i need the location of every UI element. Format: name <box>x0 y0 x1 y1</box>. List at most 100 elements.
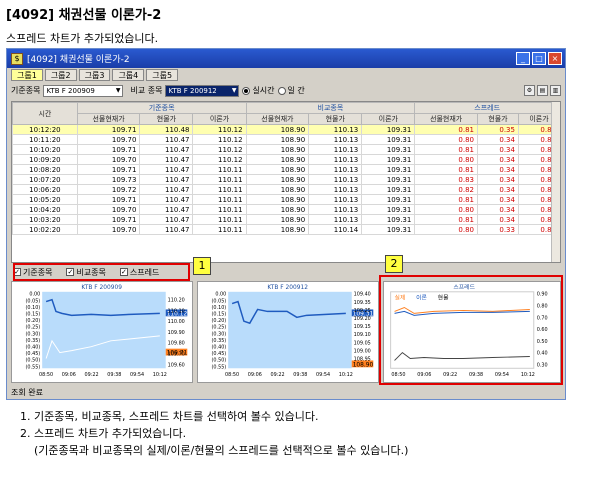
table-cell: 109.70 <box>76 204 141 215</box>
table-cell: 109.31 <box>361 144 416 155</box>
radio-daily-label: 일 간 <box>287 86 305 95</box>
table-cell: 110.12 <box>192 124 247 135</box>
tab-group3[interactable]: 그룹3 <box>78 69 111 81</box>
legend-theory[interactable]: 이론 <box>416 294 427 302</box>
table-row[interactable]: 10:03:20 109.71 110.47 110.11 108.90 110.13 10… <box>12 214 560 225</box>
maximize-icon[interactable]: □ <box>532 52 546 65</box>
table-cell: 108.90 <box>245 154 310 165</box>
table-cell: 110.47 <box>139 224 194 235</box>
table-cell: 0.34 <box>476 194 519 205</box>
table-scrollbar[interactable] <box>551 102 560 262</box>
radio-realtime-label: 실시간 <box>252 86 275 95</box>
table-cell: 110.47 <box>139 184 194 195</box>
table-cell: 0.82 <box>414 184 478 195</box>
tab-group4[interactable]: 그룹4 <box>112 69 145 81</box>
radio-realtime[interactable]: 실시간 <box>242 85 275 96</box>
highlight-box-2 <box>379 275 563 385</box>
table-cell: 110.47 <box>139 214 194 225</box>
base-select[interactable]: KTB F 200909 ▼ <box>43 84 124 97</box>
chart-compare-last-bottom: 108.90 <box>353 362 374 368</box>
legend-actual[interactable]: 실제 <box>395 294 406 302</box>
table-cell: 110.13 <box>308 194 363 205</box>
axis-tick-label: (0.45) <box>212 351 227 357</box>
table-cell: 0.34 <box>476 164 519 175</box>
checkbox-compare[interactable]: ✓ 비교종목 <box>66 267 106 278</box>
table-cell: 10:04:20 <box>12 204 78 215</box>
table-cell: 110.11 <box>192 224 247 235</box>
axis-tick-label: 109.35 <box>354 300 371 306</box>
table-cell: 109.71 <box>76 194 141 205</box>
settings-icon[interactable]: ⚙ <box>524 85 535 96</box>
table-row[interactable]: 10:10:20 109.71 110.47 110.12 108.90 110.13 10… <box>12 144 560 155</box>
table-cell: 10:02:20 <box>12 224 78 235</box>
table-row[interactable]: 10:02:20 109.70 110.47 110.11 108.90 110.14 10… <box>12 224 560 235</box>
table-cell: 110.11 <box>192 184 247 195</box>
table-cell: 108.90 <box>245 174 310 185</box>
axis-tick-label: 109.60 <box>168 362 185 368</box>
axis-tick-label: (0.20) <box>26 318 41 324</box>
table-cell: 110.13 <box>308 124 363 135</box>
table-cell: 110.12 <box>192 154 247 165</box>
table-cell: 109.31 <box>361 184 416 195</box>
subheader: 선물현재가 <box>76 113 141 125</box>
axis-tick-label: 0.70 <box>537 315 548 321</box>
axis-tick-label: 09:54 <box>130 372 144 378</box>
axis-tick-label: (0.10) <box>26 305 41 311</box>
compare-select[interactable]: KTB F 200912 ▼ <box>165 84 240 97</box>
table-cell: 110.47 <box>139 164 194 175</box>
axis-tick-label: 0.80 <box>537 303 548 309</box>
table-cell: 0.80 <box>414 154 478 165</box>
axis-tick-label: (0.50) <box>26 358 41 364</box>
checkbox-spread[interactable]: ✓ 스프레드 <box>119 267 159 278</box>
chart-base-last-top: 110.12 <box>167 311 188 317</box>
tab-group5[interactable]: 그룹5 <box>146 69 179 81</box>
axis-tick-label: 109.20 <box>354 316 371 322</box>
table-cell: 0.83 <box>414 174 478 185</box>
table-cell: 110.14 <box>308 224 363 235</box>
table-row[interactable]: 10:08:20 109.71 110.47 110.11 108.90 110.13 10… <box>12 164 560 175</box>
radio-daily[interactable]: 일 간 <box>277 85 305 96</box>
table-cell: 109.31 <box>361 154 416 165</box>
table-cell: 0.80 <box>414 204 478 215</box>
axis-tick-label: 10:12 <box>521 372 535 378</box>
status-text: 조회 완료 <box>11 388 43 397</box>
axis-tick-label: 09:38 <box>293 372 307 378</box>
table-row[interactable]: 10:07:20 109.73 110.47 110.11 108.90 110.13 10… <box>12 174 560 185</box>
axis-tick-label: 09:22 <box>443 372 457 378</box>
table-cell: 0.81 <box>414 124 478 135</box>
radio-dot <box>277 86 286 95</box>
axis-tick-label: 10:12 <box>339 372 353 378</box>
axis-tick-label: (0.55) <box>26 364 41 370</box>
axis-tick-label: 110.00 <box>168 319 185 325</box>
table-cell: 110.13 <box>308 214 363 225</box>
table-row[interactable]: 10:06:20 109.72 110.47 110.11 108.90 110.13 10… <box>12 184 560 195</box>
chart-icon[interactable]: ▥ <box>550 85 561 96</box>
toolbar: 기준종목 KTB F 200909 ▼ 비교 종목 KTB F 200912 ▼ 실… <box>7 82 565 99</box>
table-row[interactable]: 10:12:20 109.71 110.48 110.12 108.90 110.13 10… <box>12 124 560 135</box>
check-icon: ✓ <box>119 268 128 276</box>
table-row[interactable]: 10:04:20 109.70 110.47 110.11 108.90 110.13 10… <box>12 204 560 215</box>
table-cell: 109.71 <box>76 144 141 155</box>
table-cell: 108.90 <box>245 144 310 155</box>
subheader: 현물가 <box>476 113 519 125</box>
axis-tick-label: 0.30 <box>537 362 548 368</box>
table-cell: 109.31 <box>361 164 416 175</box>
axis-tick-label: 09:06 <box>248 372 262 378</box>
table-row[interactable]: 10:05:20 109.71 110.47 110.11 108.90 110.13 10… <box>12 194 560 205</box>
axis-tick-label: 109.05 <box>354 340 371 346</box>
close-icon[interactable]: × <box>548 52 562 65</box>
tab-group2[interactable]: 그룹2 <box>44 69 77 81</box>
table-cell: 109.73 <box>76 174 141 185</box>
table-row[interactable]: 10:09:20 109.70 110.47 110.12 108.90 110.13 10… <box>12 154 560 165</box>
axis-tick-label: (0.55) <box>212 364 227 370</box>
chart-spread-title: 스프레드 <box>453 283 475 291</box>
subheader: 이론가 <box>192 113 247 125</box>
print-icon[interactable]: ▤ <box>537 85 548 96</box>
legend-spot[interactable]: 현물 <box>438 294 449 302</box>
base-label: 기준종목 <box>11 86 41 95</box>
minimize-icon[interactable]: _ <box>516 52 530 65</box>
table-cell: 110.13 <box>308 154 363 165</box>
table-cell: 10:06:20 <box>12 184 78 195</box>
table-row[interactable]: 10:11:20 109.70 110.47 110.12 108.90 110.13 10… <box>12 134 560 145</box>
tab-group1[interactable]: 그룹1 <box>11 69 43 81</box>
